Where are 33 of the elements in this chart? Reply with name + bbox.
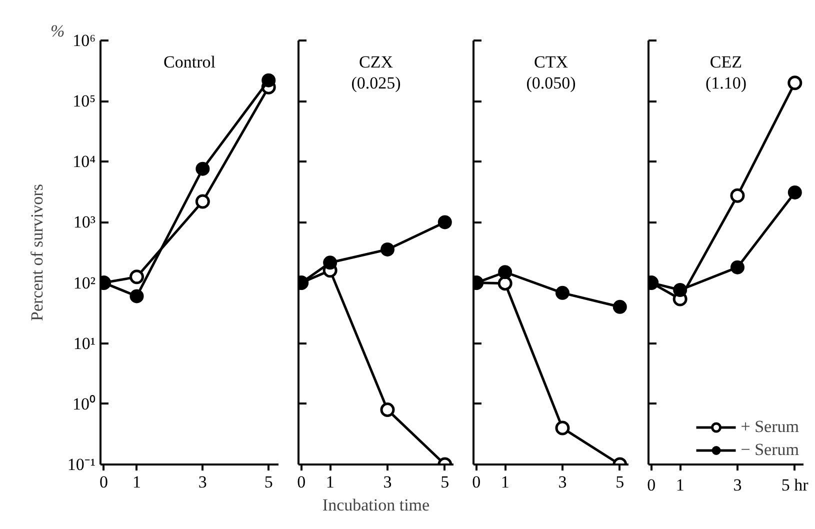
y-tick-label: 10² <box>73 273 96 292</box>
text: CEZ (1.10) <box>705 52 747 92</box>
x-tick-label: 0 <box>297 472 306 492</box>
y-axis-title: Percent of survivors <box>27 184 46 321</box>
x-tick-label: 1 <box>500 472 510 492</box>
text: % <box>50 22 65 40</box>
x-tick-label: 5 <box>264 472 273 492</box>
y-tick-label: 10⁵ <box>72 92 96 111</box>
x-tick-label: 5 hr <box>781 476 809 494</box>
y-tick-label: 10³ <box>73 212 96 232</box>
y-tick-label: 10⁰ <box>72 394 96 414</box>
x-tick-label: 5 <box>616 472 624 492</box>
text: Control <box>164 52 216 72</box>
x-tick-label: 3 <box>198 472 207 492</box>
y-tick-label: 10¹ <box>73 334 96 353</box>
x-tick-label: 5 <box>440 472 450 492</box>
x-tick-label: 0 <box>100 472 108 492</box>
x-tick-label: 1 <box>676 476 684 494</box>
legend-label: + Serum <box>740 417 799 437</box>
x-tick-label: 3 <box>383 472 392 492</box>
x-tick-label: 1 <box>132 472 142 492</box>
x-tick-label: 3 <box>558 472 567 492</box>
x-tick-label: 0 <box>647 476 656 494</box>
y-tick-label: 10⁴ <box>72 152 96 172</box>
y-tick-label: 10⁶ <box>72 31 96 50</box>
x-tick-label: 0 <box>472 472 481 492</box>
x-tick-label: 1 <box>326 472 334 492</box>
x-axis-title: Incubation time <box>322 496 430 514</box>
y-tick-label: 10⁻¹ <box>67 455 96 474</box>
text: CTX (0.050) <box>526 52 576 92</box>
text: CZX (0.025) <box>351 52 401 92</box>
legend-label: − Serum <box>740 440 799 460</box>
x-tick-label: 3 <box>733 476 742 494</box>
